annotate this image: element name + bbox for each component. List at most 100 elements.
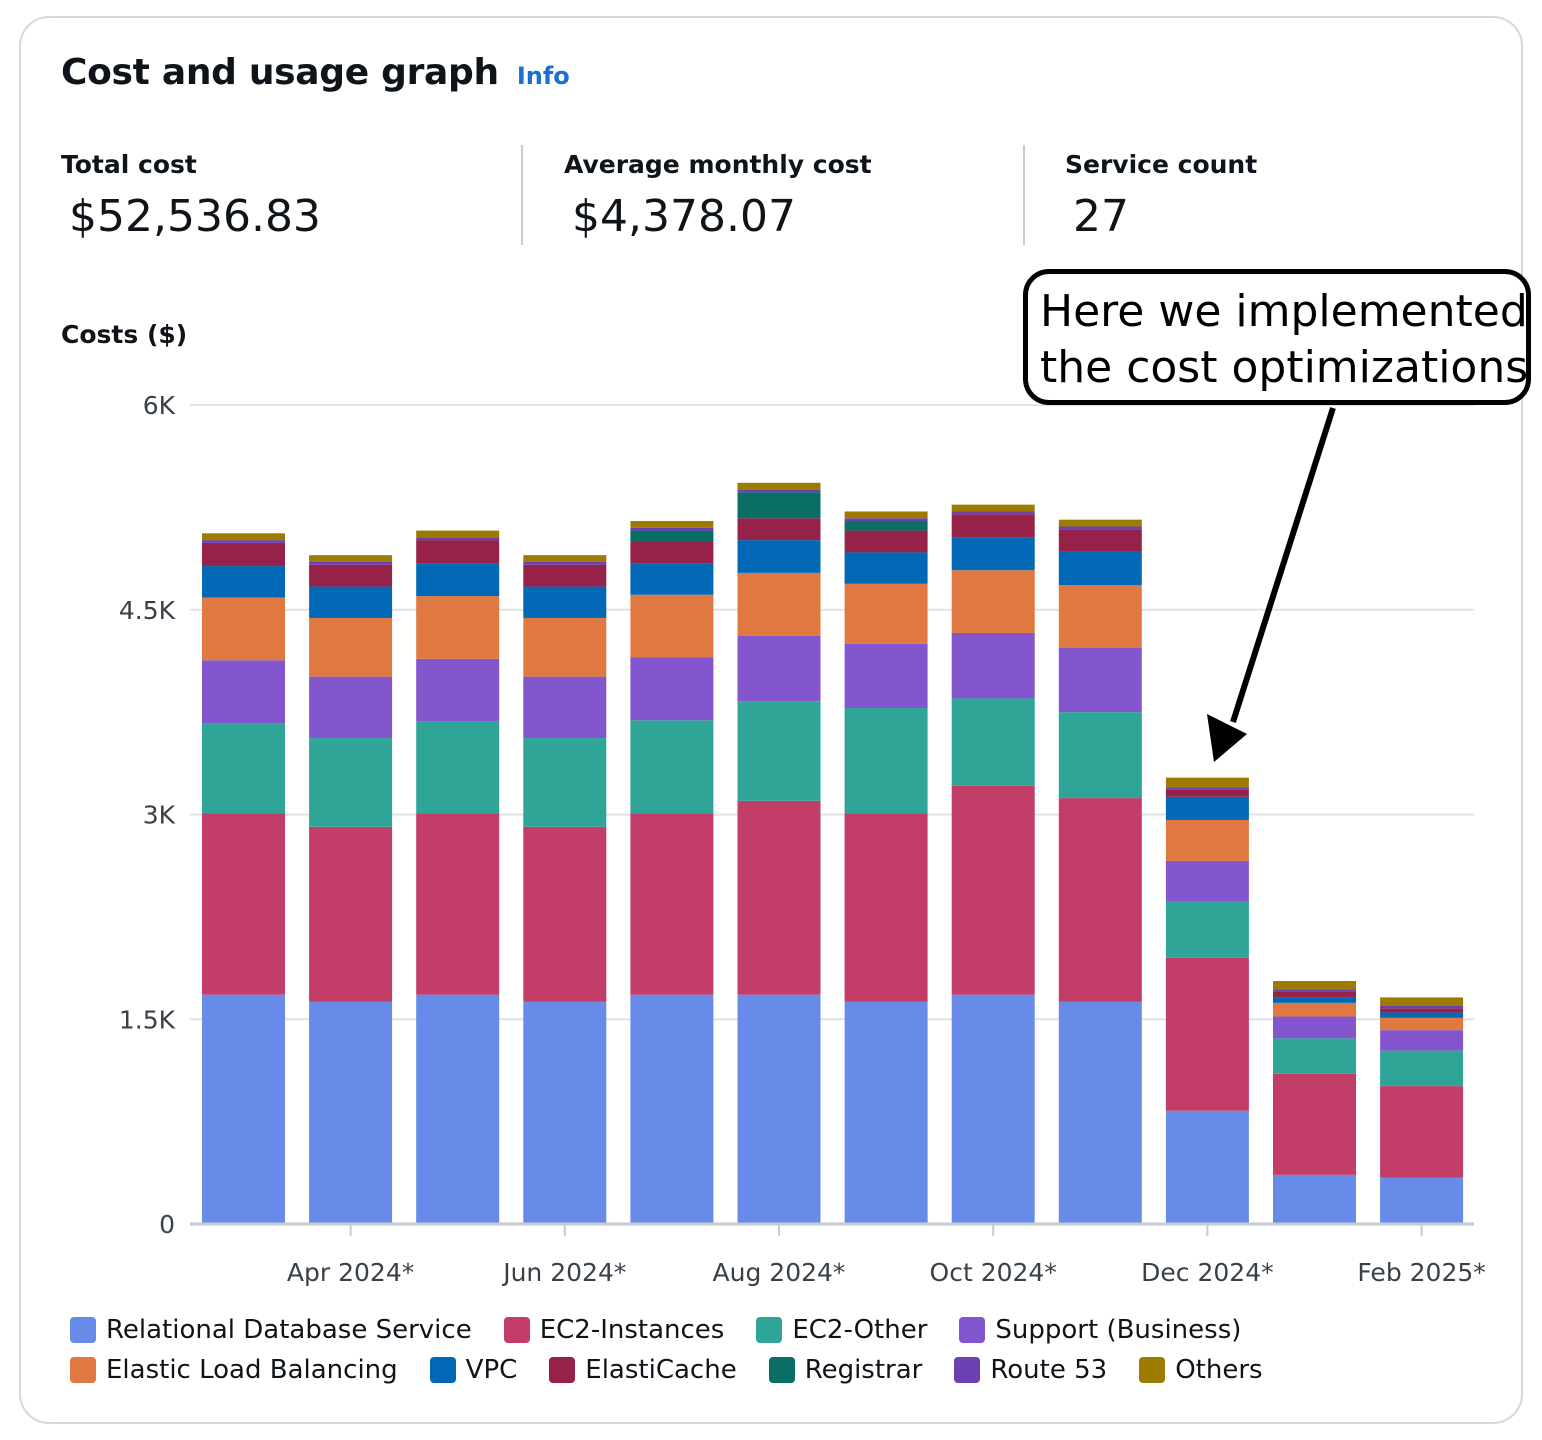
legend-item[interactable]: Support (Business) [959, 1315, 1241, 1345]
bar-segment[interactable] [202, 540, 285, 543]
legend-item[interactable]: Route 53 [954, 1355, 1107, 1385]
bar-segment[interactable] [1165, 957, 1249, 1111]
bar-segment[interactable] [844, 521, 928, 531]
bar-segment[interactable] [202, 542, 285, 567]
bar-segment[interactable] [523, 564, 607, 587]
bar-segment[interactable] [416, 994, 500, 1224]
bar-segment[interactable] [951, 994, 1035, 1224]
bar-segment[interactable] [1165, 787, 1249, 790]
bar-segment[interactable] [523, 586, 607, 618]
bar-segment[interactable] [202, 533, 285, 541]
bar-segment[interactable] [1380, 1030, 1464, 1051]
bar-segment[interactable] [1380, 1050, 1464, 1087]
bar-segment[interactable] [1273, 1174, 1356, 1224]
bar-segment[interactable] [737, 492, 821, 519]
bar-segment[interactable] [416, 596, 500, 659]
bar-segment[interactable] [1380, 1008, 1464, 1013]
bar-segment[interactable] [951, 511, 1035, 515]
bar-segment[interactable] [844, 1001, 928, 1224]
bar-segment[interactable] [1273, 989, 1356, 992]
bar-segment[interactable] [523, 561, 607, 565]
bar-segment[interactable] [1058, 712, 1142, 799]
bar-segment[interactable] [1380, 1012, 1464, 1018]
bar-segment[interactable] [523, 1001, 607, 1224]
bar-segment[interactable] [737, 701, 821, 801]
bar-segment[interactable] [630, 813, 714, 995]
bar-segment[interactable] [416, 537, 500, 541]
bar-segment[interactable] [523, 826, 607, 1002]
bar-segment[interactable] [309, 586, 393, 618]
bar-segment[interactable] [844, 530, 928, 553]
bar-segment[interactable] [202, 566, 285, 598]
bar-segment[interactable] [416, 813, 500, 995]
bar-segment[interactable] [523, 676, 607, 739]
bar-segment[interactable] [630, 530, 714, 542]
bar-segment[interactable] [1273, 1038, 1356, 1074]
bar-segment[interactable] [951, 785, 1035, 995]
bar-segment[interactable] [309, 564, 393, 587]
bar-segment[interactable] [1165, 1110, 1249, 1224]
bar-segment[interactable] [630, 563, 714, 595]
bar-segment[interactable] [1273, 981, 1356, 990]
legend-item[interactable]: VPC [429, 1355, 517, 1385]
bar-segment[interactable] [1380, 997, 1464, 1006]
bar-segment[interactable] [1165, 901, 1249, 958]
bar-segment[interactable] [309, 561, 393, 565]
bar-segment[interactable] [737, 489, 821, 493]
bar-segment[interactable] [737, 572, 821, 636]
bar-segment[interactable] [1273, 991, 1356, 998]
bar-segment[interactable] [523, 738, 607, 827]
bar-segment[interactable] [1058, 526, 1142, 530]
bar-segment[interactable] [844, 583, 928, 644]
bar-segment[interactable] [1380, 1017, 1464, 1031]
bar-segment[interactable] [1380, 1177, 1464, 1224]
legend-item[interactable]: Relational Database Service [70, 1315, 472, 1345]
bar-segment[interactable] [1058, 519, 1142, 527]
bar-segment[interactable] [630, 527, 714, 531]
bar-segment[interactable] [1165, 789, 1249, 797]
bar-segment[interactable] [202, 994, 285, 1224]
bar-segment[interactable] [737, 482, 821, 490]
bar-segment[interactable] [1380, 1086, 1464, 1178]
bar-segment[interactable] [844, 643, 928, 709]
bar-segment[interactable] [1058, 585, 1142, 648]
bar-segment[interactable] [737, 635, 821, 702]
bar-segment[interactable] [1165, 777, 1249, 788]
bar-segment[interactable] [951, 698, 1035, 786]
bar-segment[interactable] [523, 617, 607, 677]
bar-segment[interactable] [309, 738, 393, 827]
bar-segment[interactable] [951, 537, 1035, 571]
legend-item[interactable]: EC2-Other [756, 1315, 927, 1345]
bar-segment[interactable] [1273, 1002, 1356, 1017]
bar-segment[interactable] [416, 563, 500, 597]
bar-segment[interactable] [202, 660, 285, 724]
bar-segment[interactable] [844, 511, 928, 519]
bar-segment[interactable] [1058, 647, 1142, 713]
bar-segment[interactable] [630, 594, 714, 658]
bar-segment[interactable] [1058, 551, 1142, 586]
bar-segment[interactable] [737, 540, 821, 573]
bar-segment[interactable] [737, 518, 821, 541]
bar-segment[interactable] [630, 994, 714, 1224]
legend-item[interactable]: Others [1139, 1355, 1263, 1385]
bar-segment[interactable] [951, 504, 1035, 512]
bar-segment[interactable] [737, 800, 821, 995]
bar-segment[interactable] [1058, 529, 1142, 552]
bar-segment[interactable] [951, 632, 1035, 699]
bar-segment[interactable] [309, 826, 393, 1002]
bar-segment[interactable] [844, 708, 928, 814]
bar-segment[interactable] [416, 540, 500, 564]
bar-segment[interactable] [844, 518, 928, 522]
bar-segment[interactable] [951, 570, 1035, 633]
bar-segment[interactable] [416, 530, 500, 538]
bar-segment[interactable] [1273, 1073, 1356, 1175]
bar-segment[interactable] [523, 555, 607, 562]
bar-segment[interactable] [309, 617, 393, 677]
bar-segment[interactable] [630, 541, 714, 564]
bar-segment[interactable] [202, 813, 285, 995]
legend-item[interactable]: EC2-Instances [503, 1315, 724, 1345]
info-link[interactable]: Info [516, 62, 570, 90]
legend-item[interactable]: Elastic Load Balancing [70, 1355, 398, 1385]
bar-segment[interactable] [309, 676, 393, 739]
legend-item[interactable]: Registrar [768, 1355, 922, 1385]
